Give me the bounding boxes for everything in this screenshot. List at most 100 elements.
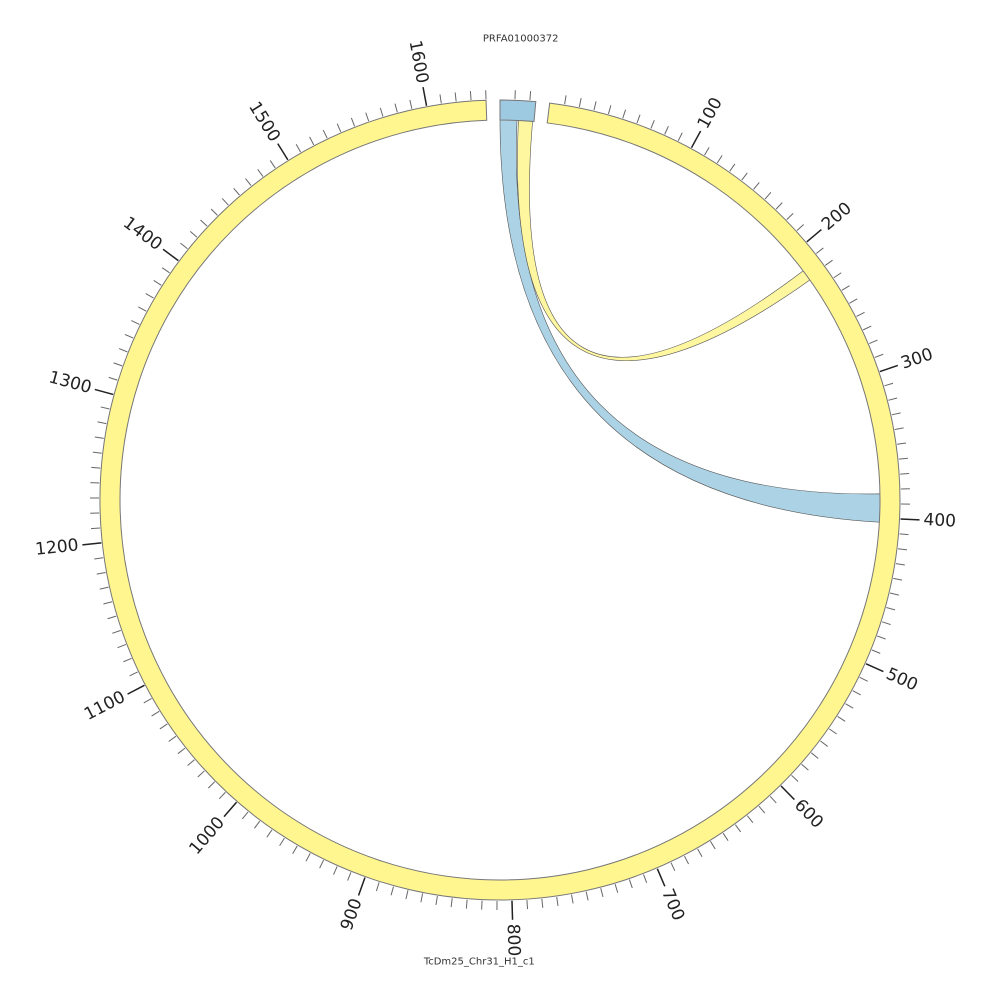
minor-tick <box>643 874 648 884</box>
minor-tick <box>319 859 325 869</box>
minor-tick <box>131 320 140 325</box>
minor-tick <box>333 866 338 875</box>
minor-tick <box>305 853 311 862</box>
minor-tick <box>347 872 352 881</box>
minor-tick <box>375 882 380 892</box>
minor-tick <box>585 891 589 901</box>
major-tick <box>82 542 102 546</box>
minor-tick <box>241 811 249 820</box>
minor-tick <box>874 353 884 358</box>
minor-tick <box>833 272 842 279</box>
major-tick <box>900 518 920 521</box>
minor-tick <box>894 427 904 430</box>
minor-tick <box>94 436 104 439</box>
tick-label: 1500 <box>244 98 284 145</box>
minor-tick <box>526 900 529 910</box>
minor-tick <box>897 442 907 445</box>
minor-tick <box>753 182 760 190</box>
major-tick <box>277 143 289 161</box>
tick-label: 300 <box>898 344 935 373</box>
minor-tick <box>420 893 424 903</box>
minor-tick <box>796 224 804 231</box>
minor-tick <box>94 557 104 560</box>
minor-tick <box>269 160 276 169</box>
minor-tick <box>450 898 453 908</box>
major-tick <box>357 877 366 896</box>
tick-label: 1000 <box>185 813 229 859</box>
minor-tick <box>622 109 627 119</box>
minor-tick <box>710 841 716 850</box>
major-tick <box>94 388 114 396</box>
minor-tick <box>90 527 101 530</box>
minor-tick <box>837 716 846 722</box>
link-ribbon <box>499 119 881 523</box>
minor-tick <box>405 890 409 900</box>
minor-tick <box>664 125 669 135</box>
tick-label: 800 <box>503 924 524 957</box>
minor-tick <box>862 325 872 331</box>
minor-tick <box>117 643 127 649</box>
minor-tick <box>99 586 109 590</box>
minor-tick <box>168 735 177 742</box>
minor-tick <box>138 306 147 312</box>
tick-label: 100 <box>694 94 727 132</box>
minor-tick <box>143 698 152 704</box>
minor-tick <box>670 862 676 872</box>
minor-tick <box>614 883 619 893</box>
minor-tick <box>897 548 908 551</box>
minor-tick <box>112 629 121 634</box>
major-tick <box>162 248 179 262</box>
minor-tick <box>889 592 899 596</box>
minor-tick <box>684 855 690 865</box>
minor-tick <box>96 571 106 575</box>
tick-label: 1600 <box>405 39 433 85</box>
minor-tick <box>820 740 828 747</box>
tick-label: 700 <box>657 886 688 924</box>
minor-tick <box>852 690 861 696</box>
minor-tick <box>159 723 168 730</box>
minor-tick <box>704 147 710 156</box>
minor-tick <box>859 676 868 682</box>
tick-label: 1200 <box>34 535 79 560</box>
minor-tick <box>266 829 273 838</box>
minor-tick <box>884 382 894 387</box>
major-tick <box>656 868 666 887</box>
minor-tick <box>92 451 102 454</box>
minor-tick <box>891 412 901 416</box>
major-tick <box>780 785 795 801</box>
minor-tick <box>650 119 655 129</box>
minor-tick <box>886 607 896 611</box>
segment <box>99 99 901 901</box>
minor-tick <box>677 132 683 142</box>
minor-tick <box>390 886 394 896</box>
minor-tick <box>309 136 315 146</box>
minor-tick <box>161 267 170 274</box>
minor-tick <box>218 791 226 800</box>
minor-tick <box>898 457 908 460</box>
minor-tick <box>722 832 729 841</box>
minor-tick <box>758 805 766 814</box>
tick-label: 500 <box>883 664 921 696</box>
minor-tick <box>379 107 384 117</box>
minor-tick <box>895 563 905 566</box>
minor-tick <box>600 888 604 897</box>
minor-tick <box>791 774 799 782</box>
minor-tick <box>454 92 457 102</box>
major-tick <box>879 364 899 373</box>
minor-tick <box>151 710 160 717</box>
minor-tick <box>775 202 783 210</box>
minor-tick <box>824 259 833 266</box>
minor-tick <box>810 752 819 759</box>
minor-tick <box>197 770 205 778</box>
minor-tick <box>881 621 891 626</box>
minor-tick <box>764 191 772 200</box>
minor-tick <box>435 896 438 906</box>
segment <box>499 99 537 123</box>
segment-label: TcDm25_Chr31_H1_c1 <box>423 957 535 968</box>
minor-tick <box>210 208 218 216</box>
minor-tick <box>292 845 298 854</box>
minor-tick <box>108 376 118 381</box>
tick-label: 900 <box>337 896 367 933</box>
minor-tick <box>189 231 198 238</box>
minor-tick <box>871 649 881 654</box>
